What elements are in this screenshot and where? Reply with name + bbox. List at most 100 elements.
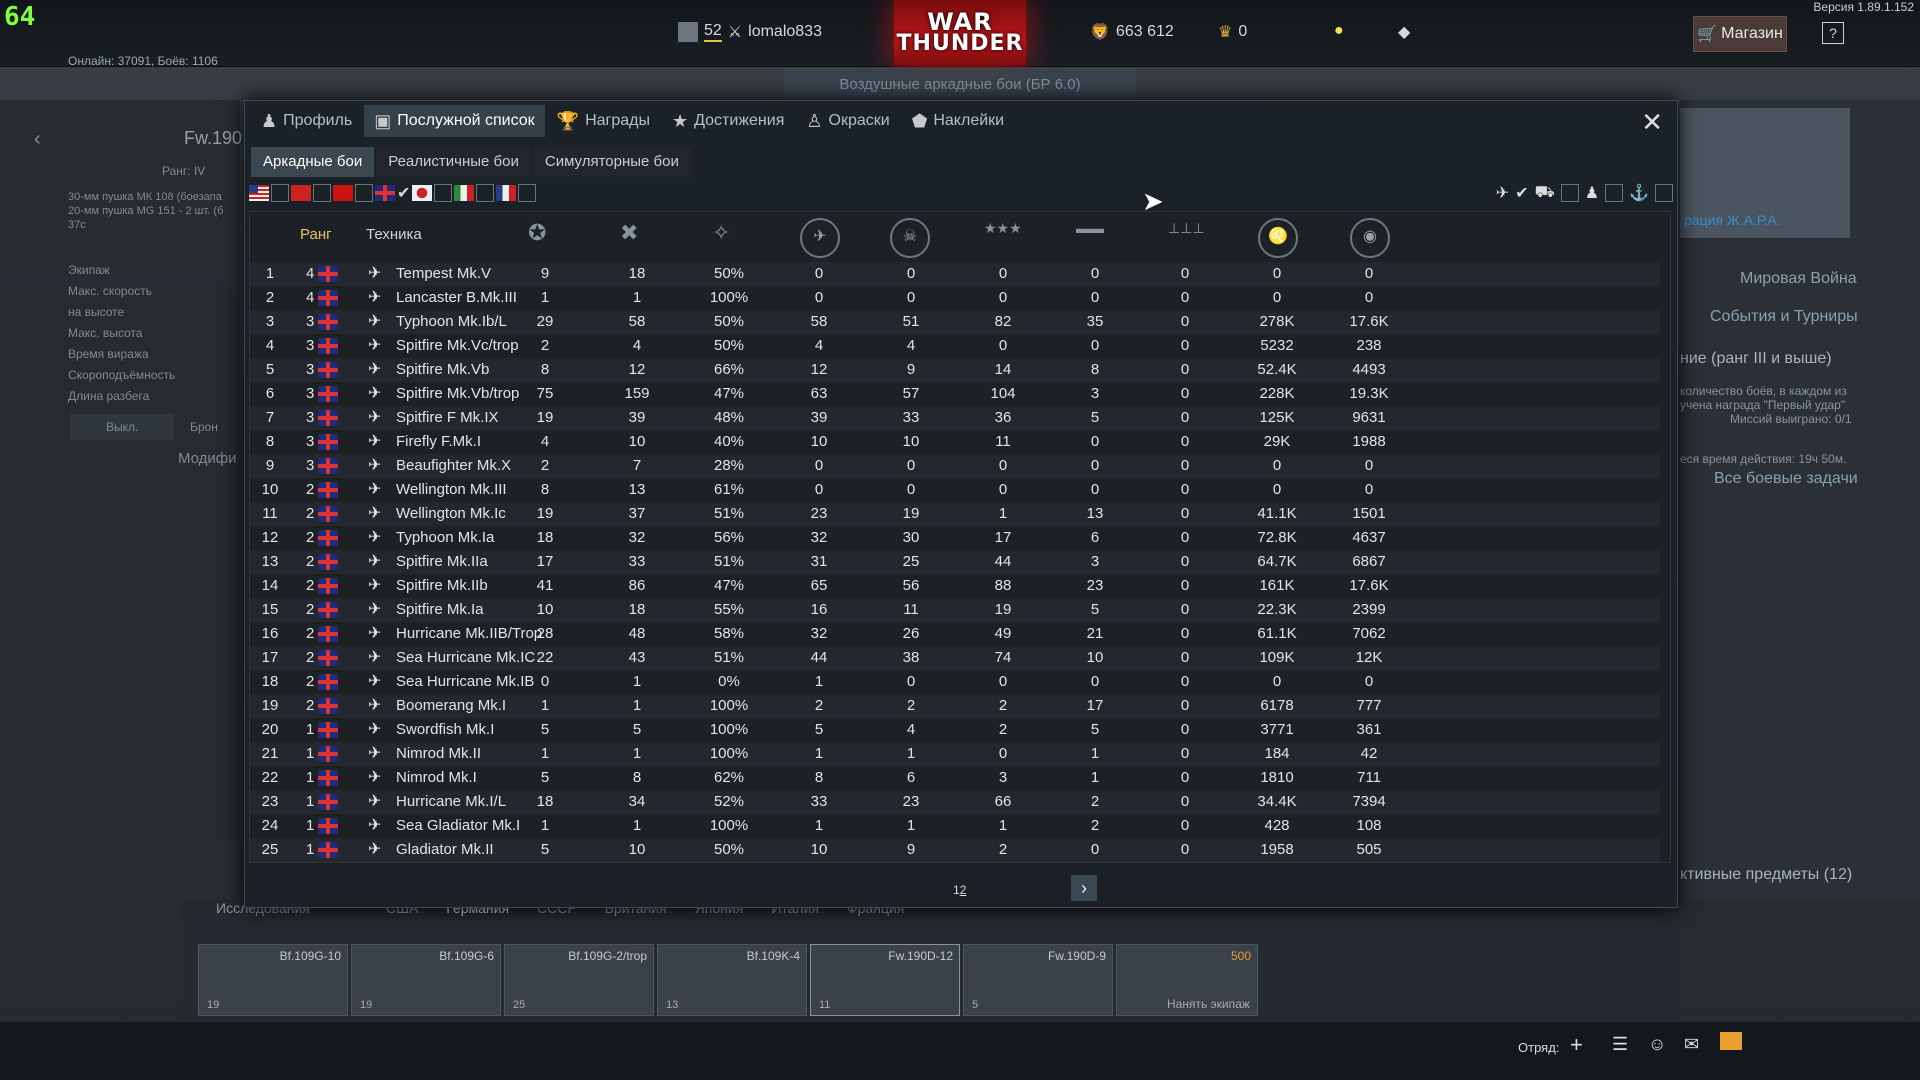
table-row[interactable]: 6 3 ✈ Spitfire Mk.Vb/trop 75 159 47% 63 57 104 3 0 2… xyxy=(250,382,1660,406)
table-row[interactable]: 15 2 ✈ Spitfire Mk.Ia 10 18 55% 16 11 19 5 0 22.3K 23… xyxy=(250,598,1660,622)
armor-button[interactable]: Брон xyxy=(190,420,218,434)
table-row[interactable]: 12 2 ✈ Typhoon Mk.Ia 18 32 56% 32 30 17 6 0 72.8K 463… xyxy=(250,526,1660,550)
help-button[interactable]: ? xyxy=(1822,22,1844,44)
table-row[interactable]: 13 2 ✈ Spitfire Mk.IIa 17 33 51% 31 25 44 3 0 64.7K 6… xyxy=(250,550,1660,574)
toggle-off-button[interactable]: Выкл. xyxy=(70,414,174,440)
tab-achievements[interactable]: ★ Достижения xyxy=(672,110,785,131)
tab-profile[interactable]: ♟ Профиль xyxy=(261,110,353,131)
research-points-icon[interactable]: ◉ xyxy=(1350,218,1390,258)
table-row[interactable]: 10 2 ✈ Wellington Mk.III 8 13 61% 0 0 0 0 0 0 0 xyxy=(250,478,1660,502)
war-thunder-logo[interactable]: WAR THUNDER xyxy=(894,0,1026,66)
table-row[interactable]: 18 2 ✈ Sea Hurricane Mk.IB 0 1 0% 1 0 0 0 0 0 0 xyxy=(250,670,1660,694)
table-row[interactable]: 22 1 ✈ Nimrod Mk.I 5 8 62% 8 6 3 1 0 1810 711 xyxy=(250,766,1660,790)
assists-icon[interactable]: ⊥⊥⊥ xyxy=(1168,220,1205,236)
shop-button[interactable]: 🛒 Магазин xyxy=(1693,16,1787,52)
table-row[interactable]: 20 1 ✈ Swordfish Mk.I 5 5 100% 5 4 2 5 0 3771 361 xyxy=(250,718,1660,742)
contacts-icon[interactable]: ☺ xyxy=(1648,1034,1667,1054)
table-row[interactable]: 2 4 ✈ Lancaster B.Mk.III 1 1 100% 0 0 0 0 0 0 0 xyxy=(250,286,1660,310)
header-vehicle[interactable]: Техника xyxy=(366,226,422,243)
deaths-icon[interactable]: ☠ xyxy=(890,218,930,258)
table-row[interactable]: 7 3 ✈ Spitfire F Mk.IX 19 39 48% 39 33 36 5 0 125K 96… xyxy=(250,406,1660,430)
italy-flag-icon[interactable] xyxy=(454,185,475,201)
tab-simulator[interactable]: Симуляторные бои xyxy=(532,147,691,177)
table-row[interactable]: 23 1 ✈ Hurricane Mk.I/L 18 34 52% 33 23 66 2 0 34.4K… xyxy=(250,790,1660,814)
ship-filter-icon[interactable]: ⚓ xyxy=(1629,185,1649,202)
vehicle-card[interactable]: Bf.109G-2/trop 25 xyxy=(504,944,654,1016)
infantry-filter-icon[interactable]: ♟ xyxy=(1584,185,1600,202)
table-row[interactable]: 3 3 ✈ Typhoon Mk.Ib/L 29 58 50% 58 51 82 35 0 278K 17… xyxy=(250,310,1660,334)
ground-kills-icon[interactable]: ★★★ xyxy=(984,220,1022,236)
ship-checkbox[interactable] xyxy=(1655,184,1673,202)
germany-flag-icon[interactable] xyxy=(291,185,311,201)
mail-icon[interactable] xyxy=(1720,1032,1742,1050)
tank-filter-icon[interactable]: ⛟ xyxy=(1534,184,1555,201)
list-icon[interactable]: ☰ xyxy=(1612,1034,1629,1054)
table-row[interactable]: 16 2 ✈ Hurricane Mk.IIB/Trop 28 48 58% 32 26 49 21… xyxy=(250,622,1660,646)
usa-flag-icon[interactable] xyxy=(249,185,269,201)
fighter-filter-icon[interactable]: ✈ xyxy=(1495,185,1510,202)
vehicle-card[interactable]: Fw.190D-12 11 xyxy=(810,944,960,1016)
germany-checkbox[interactable] xyxy=(313,184,331,202)
table-row[interactable]: 8 3 ✈ Firefly F.Mk.I 4 10 40% 10 10 11 0 0 29K 1988 xyxy=(250,430,1660,454)
tab-skins[interactable]: ♙ Окраски xyxy=(806,110,890,131)
golden-eagles[interactable]: ♛ 0 xyxy=(1218,23,1248,41)
events-link[interactable]: События и Турниры xyxy=(1710,308,1858,325)
tab-decals[interactable]: ⬟ Наклейки xyxy=(911,110,1005,131)
game-mode-selector[interactable]: Воздушные аркадные бои (БР 6.0) xyxy=(784,68,1136,98)
france-flag-icon[interactable] xyxy=(496,185,517,201)
italy-checkbox[interactable] xyxy=(476,184,495,202)
checkmark-icon[interactable]: ✔ xyxy=(397,185,411,202)
active-items-link[interactable]: ктивные предметы (12) xyxy=(1680,866,1853,883)
table-row[interactable]: 14 2 ✈ Spitfire Mk.IIb 41 86 47% 65 56 88 23 0 161K 1… xyxy=(250,574,1660,598)
victories-icon[interactable]: ✧ xyxy=(712,220,731,245)
table-row[interactable]: 25 1 ✈ Gladiator Mk.II 5 10 50% 10 9 2 0 0 1958 505 xyxy=(250,838,1660,862)
vehicle-card[interactable]: Bf.109G-6 19 xyxy=(351,944,501,1016)
air-kills-icon[interactable]: ✈ xyxy=(800,218,840,258)
event-banner[interactable]: рация Ж.А.Р.А. xyxy=(1680,108,1850,238)
next-page-link[interactable]: 2 xyxy=(959,883,967,897)
table-row[interactable]: 11 2 ✈ Wellington Mk.Ic 19 37 51% 23 19 1 13 0 41.1K… xyxy=(250,502,1660,526)
table-row[interactable]: 1 4 ✈ Tempest Mk.V 9 18 50% 0 0 0 0 0 0 0 xyxy=(250,262,1660,286)
header-rank[interactable]: Ранг xyxy=(300,226,332,243)
respawns-icon[interactable]: ✖ xyxy=(620,220,639,245)
chat-icon[interactable]: ✉ xyxy=(1684,1034,1700,1054)
next-page-button[interactable]: › xyxy=(1071,875,1097,901)
tab-realistic[interactable]: Реалистичные бои xyxy=(376,147,531,177)
vehicle-card[interactable]: Fw.190D-9 5 xyxy=(963,944,1113,1016)
table-row[interactable]: 4 3 ✈ Spitfire Mk.Vc/trop 2 4 50% 4 4 0 0 0 5232 238 xyxy=(250,334,1660,358)
tank-checkbox[interactable] xyxy=(1560,184,1579,202)
tab-awards[interactable]: 🏆 Награды xyxy=(556,110,650,131)
vehicle-card[interactable]: Bf.109G-10 19 xyxy=(198,944,348,1016)
usa-checkbox[interactable] xyxy=(271,184,289,202)
uk-flag-icon[interactable] xyxy=(375,185,395,201)
checkmark-icon[interactable]: ✔ xyxy=(1515,185,1529,202)
vehicle-card[interactable]: Bf.109K-4 13 xyxy=(657,944,807,1016)
battles-icon[interactable]: ✪ xyxy=(528,220,547,245)
hire-crew-card[interactable]: 500 Нанять экипаж xyxy=(1116,944,1258,1016)
battle-task-title[interactable]: ние (ранг III и выше) xyxy=(1680,350,1832,367)
japan-checkbox[interactable] xyxy=(434,184,453,202)
table-row[interactable]: 24 1 ✈ Sea Gladiator Mk.I 1 1 100% 1 1 1 2 0 428 108 xyxy=(250,814,1660,838)
world-war-link[interactable]: Мировая Война xyxy=(1740,270,1857,287)
premium-icon[interactable]: ◆ xyxy=(1398,24,1411,41)
lightbulb-icon[interactable]: ● xyxy=(1334,22,1344,39)
all-tasks-link[interactable]: Все боевые задачи xyxy=(1714,470,1858,487)
plus-icon[interactable]: + xyxy=(1570,1032,1583,1057)
table-row[interactable]: 17 2 ✈ Sea Hurricane Mk.IC 22 43 51% 44 38 74 10 0 1… xyxy=(250,646,1660,670)
ussr-flag-icon[interactable] xyxy=(333,185,353,201)
naval-kills-icon[interactable]: ▬▬ xyxy=(1076,220,1104,236)
ussr-checkbox[interactable] xyxy=(355,184,373,202)
tab-arcade[interactable]: Аркадные бои xyxy=(251,147,375,177)
france-checkbox[interactable] xyxy=(518,184,537,202)
infantry-checkbox[interactable] xyxy=(1605,184,1624,202)
silver-lions[interactable]: 🦁 663 612 xyxy=(1090,23,1174,41)
tab-service-record[interactable]: ▣ Послужной список xyxy=(364,105,545,137)
japan-flag-icon[interactable] xyxy=(412,185,433,201)
table-row[interactable]: 9 3 ✈ Beaufighter Mk.X 2 7 28% 0 0 0 0 0 0 0 xyxy=(250,454,1660,478)
modifications-link[interactable]: Модифи xyxy=(178,450,237,467)
table-row[interactable]: 19 2 ✈ Boomerang Mk.I 1 1 100% 2 2 2 17 0 6178 777 xyxy=(250,694,1660,718)
table-row[interactable]: 21 1 ✈ Nimrod Mk.II 1 1 100% 1 1 0 1 0 184 42 xyxy=(250,742,1660,766)
silver-lions-earned-icon[interactable]: ♌ xyxy=(1258,218,1298,258)
chevron-left-icon[interactable]: ‹ xyxy=(34,128,41,150)
close-icon[interactable]: ✕ xyxy=(1641,107,1663,137)
